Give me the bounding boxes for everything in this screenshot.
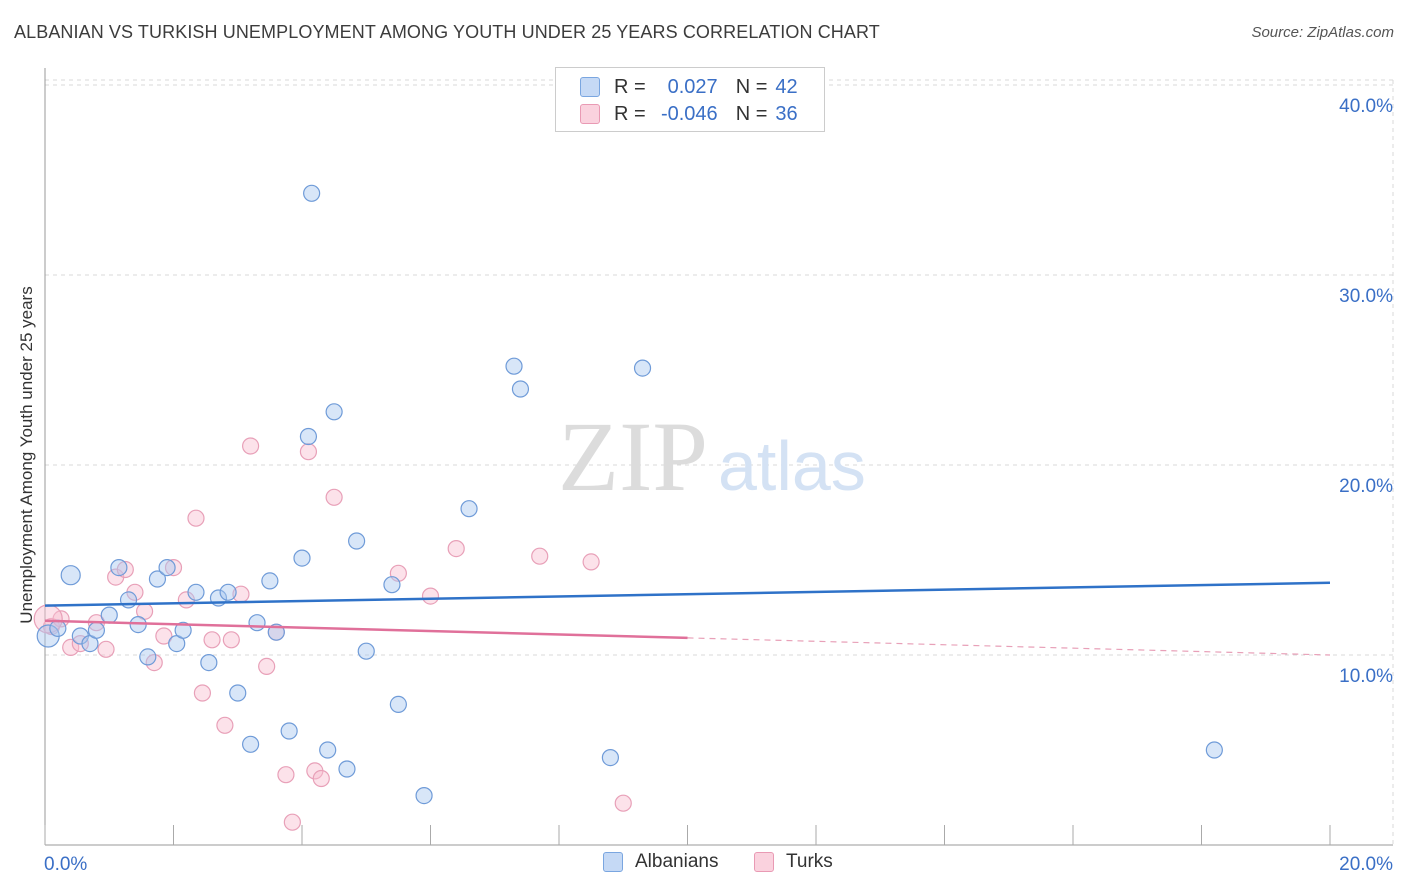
turks-point — [421, 587, 440, 605]
axes — [44, 68, 1393, 846]
albanians-point — [139, 648, 157, 666]
albanians-point — [325, 403, 343, 421]
albanians-point — [229, 684, 247, 702]
turks-point — [155, 627, 173, 645]
watermark-zip: ZIP — [558, 401, 708, 512]
albanians-point — [383, 576, 401, 594]
legend-swatch-turks — [580, 104, 600, 124]
turks-trend-line — [44, 619, 688, 640]
turks-point — [277, 766, 295, 784]
albanians-point — [511, 380, 530, 398]
y-tick-label: 40.0% — [1339, 96, 1393, 117]
data-points — [33, 184, 1223, 831]
turks-swatch — [754, 852, 774, 872]
albanians-point — [174, 621, 192, 639]
legend-n-value-turks: 36 — [775, 102, 798, 125]
albanians-point — [348, 532, 366, 550]
turks-point — [258, 657, 276, 676]
albanians-point — [303, 184, 321, 202]
legend-r-value-turks: -0.046 — [660, 102, 718, 125]
albanians-point — [338, 760, 356, 778]
legend-r-label: R = — [614, 75, 646, 98]
albanians-point — [357, 642, 375, 660]
albanians-point — [505, 357, 523, 375]
albanians-point — [148, 570, 167, 588]
turks-point — [447, 539, 465, 558]
watermark-atlas: atlas — [718, 427, 866, 505]
turks-point — [97, 640, 115, 658]
turks-trend-extension — [687, 637, 1331, 656]
albanians-point — [601, 748, 620, 767]
y-tick-label: 20.0% — [1339, 476, 1393, 497]
albanians-point — [158, 558, 176, 577]
turks-point — [193, 684, 212, 702]
legend-r-label: R = — [614, 102, 646, 125]
turks-point — [116, 560, 134, 579]
albanians-point — [187, 583, 205, 601]
legend-r-value-albanians: 0.027 — [667, 75, 718, 98]
legend-row-albanians: R = 0.027 N = 42 — [580, 75, 798, 99]
albanians-point — [389, 695, 407, 714]
chart-title: ALBANIAN VS TURKISH UNEMPLOYMENT AMONG Y… — [14, 22, 880, 42]
y-tick-label: 30.0% — [1339, 286, 1393, 307]
turks-point — [312, 769, 330, 788]
turks-point — [187, 509, 205, 527]
albanians-point — [299, 427, 318, 446]
albanians-point — [415, 786, 433, 805]
albanians-trend-line — [44, 581, 1331, 607]
turks-point — [62, 638, 80, 657]
turks-point — [614, 794, 632, 812]
albanians-swatch — [603, 852, 623, 872]
albanians-point — [60, 565, 81, 586]
trend-lines — [44, 581, 1331, 656]
albanians-point — [100, 606, 118, 624]
stats-legend: R = 0.027 N = 42 R = -0.046 N = 36 — [555, 67, 825, 132]
legend-label-albanians: Albanians — [635, 851, 719, 872]
y-axis-label: Unemployment Among Youth under 25 years — [17, 286, 36, 624]
albanians-point — [87, 621, 106, 639]
turks-point — [52, 610, 70, 628]
legend-swatch-albanians — [580, 77, 600, 97]
y-tick-label: 10.0% — [1339, 666, 1393, 687]
albanians-point — [110, 558, 128, 577]
legend-label-turks: Turks — [786, 851, 833, 872]
albanians-point — [633, 359, 652, 377]
turks-point — [531, 547, 549, 565]
turks-point — [283, 813, 301, 831]
tick-labels: 10.0% 20.0% 30.0% 40.0% 0.0% 20.0% — [44, 96, 1393, 875]
albanians-point — [49, 619, 67, 638]
series-legend: Albanians Turks — [0, 851, 1406, 877]
albanians-point — [219, 583, 237, 601]
legend-n-value-albanians: 42 — [775, 75, 798, 98]
x-tick-label: 0.0% — [44, 854, 87, 875]
watermark: ZIP atlas — [558, 401, 866, 512]
albanians-point — [460, 500, 478, 518]
source-label: Source: ZipAtlas.com — [1251, 24, 1394, 41]
turks-point — [299, 443, 318, 461]
albanians-point — [200, 653, 218, 672]
albanians-point — [248, 614, 266, 632]
albanians-point — [280, 722, 298, 740]
legend-item-turks[interactable]: Turks — [754, 851, 833, 873]
turks-point — [242, 437, 260, 455]
legend-n-label: N = — [735, 102, 768, 125]
turks-point — [582, 553, 600, 571]
albanians-point — [1205, 741, 1223, 759]
x-tick-label: 20.0% — [1339, 854, 1393, 875]
albanians-point — [293, 549, 311, 567]
albanians-point — [319, 741, 337, 759]
legend-row-turks: R = -0.046 N = 36 — [580, 102, 798, 126]
albanians-point — [261, 572, 279, 590]
albanians-point — [242, 735, 260, 753]
legend-n-label: N = — [735, 75, 768, 98]
turks-point — [325, 488, 343, 506]
albanians-point — [119, 591, 138, 609]
legend-item-albanians[interactable]: Albanians — [603, 851, 718, 873]
turks-point — [203, 631, 221, 649]
turks-point — [222, 631, 240, 649]
turks-point — [216, 716, 234, 734]
turks-point — [164, 558, 183, 577]
